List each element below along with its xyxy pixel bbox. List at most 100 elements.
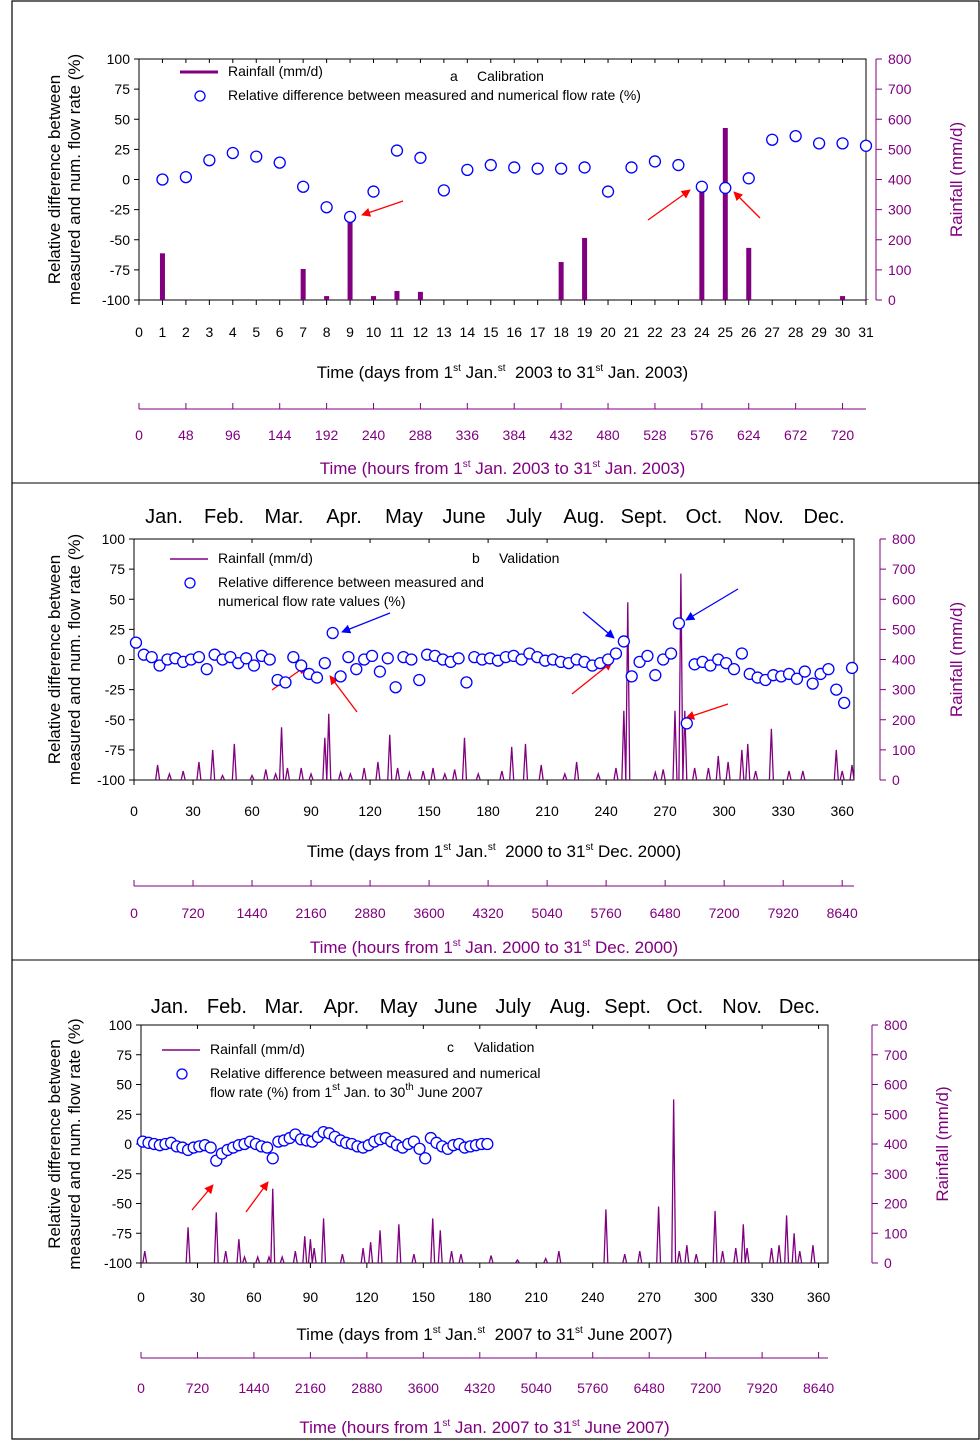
y-axis-title: measured and num. flow rate (%): [65, 534, 84, 785]
x-tick-label: 24: [694, 324, 710, 340]
x-tick-label: 30: [185, 803, 201, 819]
y-axis-title: measured and num. flow rate (%): [65, 1018, 84, 1269]
hours-tick-label: 6480: [634, 1380, 665, 1396]
difference-point: [320, 201, 333, 214]
rainfall-spike: [625, 602, 631, 781]
month-label: Jan.: [151, 996, 189, 1018]
x-tick-label: 240: [581, 1289, 605, 1305]
arrow: [582, 611, 615, 639]
panel-label: a: [450, 68, 458, 84]
x-axis-title-part: Dec. 2000): [593, 842, 681, 861]
rainfall-bar: [863, 299, 869, 300]
rainfall-spike: [769, 1248, 775, 1264]
difference-point: [263, 653, 276, 666]
rainfall-spike: [475, 771, 481, 781]
y-tick-label: 50: [114, 111, 130, 127]
arrow: [647, 189, 691, 221]
legend-label: Relative difference between measured and: [218, 574, 484, 590]
x-tick-label: 240: [594, 803, 618, 819]
x-axis-title-part: Time (days from 1: [296, 1325, 432, 1344]
x-tick-label: 26: [741, 324, 757, 340]
hours-tick-label: 96: [225, 427, 241, 443]
hours-tick-label: 7200: [709, 905, 740, 921]
hours-axis-title-part: st: [572, 1418, 580, 1429]
hours-tick-label: 2880: [351, 1380, 382, 1396]
difference-point: [812, 137, 826, 150]
rainfall-bar: [347, 215, 353, 300]
hours-tick-label: 3600: [414, 905, 445, 921]
x-tick-label: 30: [190, 1289, 206, 1305]
difference-point: [414, 151, 427, 164]
x-tick-label: 360: [831, 803, 855, 819]
rainfall-spike: [678, 573, 684, 781]
hours-tick-label: 624: [737, 427, 761, 443]
difference-point: [727, 662, 741, 676]
difference-point: [266, 1152, 279, 1165]
rainfall-spike: [660, 769, 666, 781]
rainfall-spike: [308, 771, 314, 781]
x-tick-label: 12: [413, 324, 429, 340]
rainfall-spike: [715, 755, 721, 781]
rainfall-spike: [219, 773, 226, 781]
rainfall-spike: [849, 764, 855, 781]
difference-point: [367, 185, 380, 198]
y2-tick-label: 700: [888, 81, 912, 97]
difference-point: [719, 181, 732, 195]
y2-tick-label: 600: [884, 1077, 908, 1093]
rainfall-bar: [371, 296, 377, 300]
hours-axis-title-part: Time (hours from 1: [320, 459, 463, 478]
difference-point: [145, 650, 158, 664]
x-axis-title-part: 2000 to 31: [496, 842, 586, 861]
x-axis-title-part: st: [595, 363, 603, 374]
difference-point: [508, 161, 521, 174]
difference-point: [297, 180, 310, 193]
legend-label-part: Relative difference between measured and: [218, 574, 484, 590]
hours-axis-title-part: Time (hours from 1: [299, 1418, 442, 1437]
legend-label-part: Rainfall (mm/d): [228, 63, 323, 79]
hours-axis-title-part: Jan. 2000 to 31: [461, 938, 583, 957]
x-tick-label: 0: [130, 803, 138, 819]
difference-point: [273, 156, 286, 169]
difference-point: [481, 1137, 494, 1151]
x-tick-label: 5: [252, 324, 260, 340]
difference-point: [766, 133, 779, 146]
rainfall-spike: [556, 1250, 562, 1264]
arrow: [191, 1184, 214, 1211]
y2-tick-label: 400: [892, 652, 916, 668]
hours-tick-label: 48: [178, 427, 194, 443]
y-tick-label: 75: [109, 561, 125, 577]
hours-tick-label: 6480: [650, 905, 681, 921]
rainfall-spike: [676, 1250, 682, 1264]
legend-label-part: Relative difference between measured and…: [228, 87, 641, 103]
difference-point: [342, 650, 355, 664]
rainfall-spike: [753, 770, 759, 781]
arrow: [733, 191, 761, 219]
month-label: June: [442, 506, 485, 528]
difference-point: [419, 1152, 432, 1165]
x-axis-title-part: 2003 to 31: [506, 363, 596, 382]
rainfall-spike: [185, 1227, 191, 1264]
rainfall-spike: [682, 710, 688, 781]
month-label: Feb.: [207, 996, 247, 1018]
y-tick-label: -100: [102, 292, 130, 308]
month-label: Oct.: [686, 506, 723, 528]
rainfall-spike: [396, 1224, 402, 1264]
y-tick-label: -50: [112, 1196, 132, 1212]
y2-tick-label: 200: [888, 232, 912, 248]
difference-point: [609, 647, 623, 660]
y-tick-label: 0: [117, 652, 125, 668]
rainfall-spike: [284, 767, 291, 781]
difference-point: [672, 617, 686, 630]
x-tick-label: 60: [246, 1289, 262, 1305]
month-label: Dec.: [803, 506, 844, 528]
x-tick-label: 14: [460, 324, 476, 340]
month-label: Jan.: [145, 506, 183, 528]
hours-tick-label: 336: [456, 427, 480, 443]
month-label: May: [385, 506, 423, 528]
y2-tick-label: 800: [888, 51, 912, 67]
y-tick-label: 25: [114, 141, 130, 157]
x-tick-label: 8: [323, 324, 331, 340]
x-tick-label: 180: [468, 1289, 492, 1305]
y2-tick-label: 200: [892, 712, 916, 728]
